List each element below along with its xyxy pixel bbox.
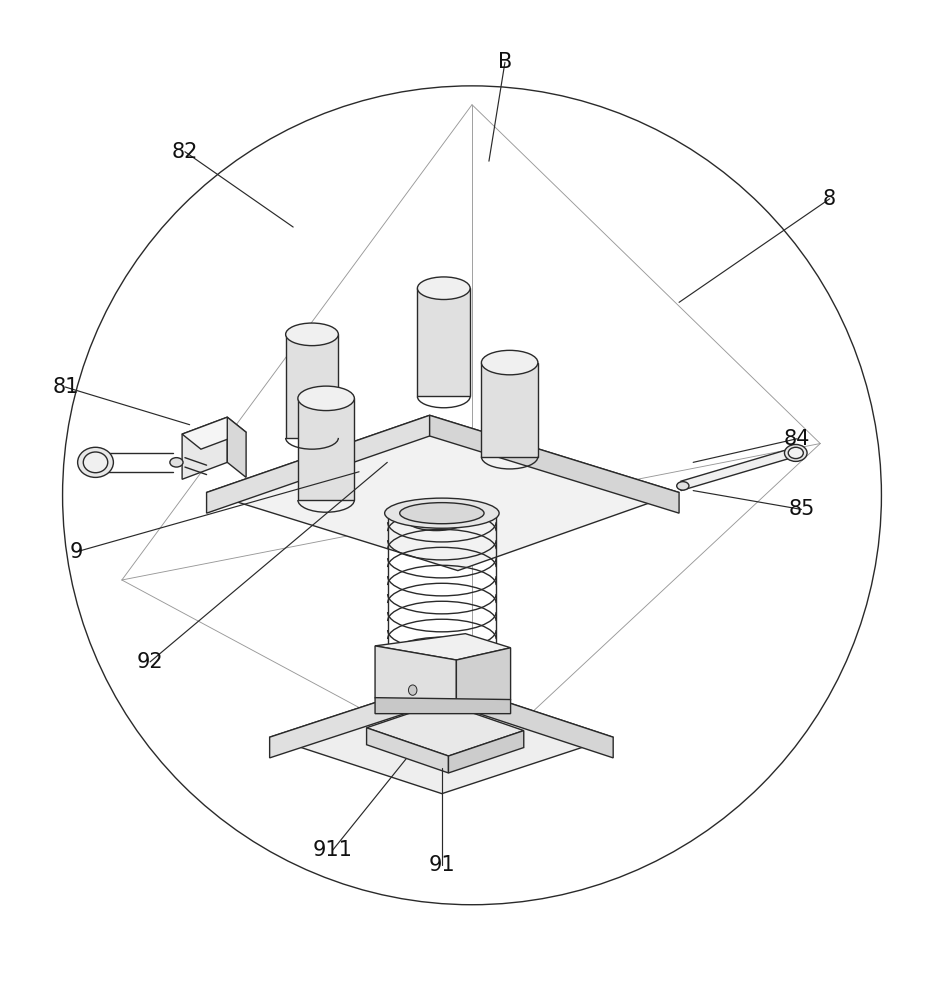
Ellipse shape xyxy=(677,482,689,490)
Ellipse shape xyxy=(784,444,807,461)
Ellipse shape xyxy=(170,458,183,467)
Ellipse shape xyxy=(788,447,803,459)
Text: 91: 91 xyxy=(429,855,455,875)
Polygon shape xyxy=(681,448,792,491)
Polygon shape xyxy=(481,363,538,457)
Text: 8: 8 xyxy=(823,189,836,209)
Polygon shape xyxy=(375,646,456,712)
Ellipse shape xyxy=(481,350,538,375)
Polygon shape xyxy=(182,417,228,479)
Ellipse shape xyxy=(409,685,417,695)
Polygon shape xyxy=(286,334,338,438)
Ellipse shape xyxy=(83,452,108,473)
Text: 84: 84 xyxy=(784,429,810,449)
Polygon shape xyxy=(456,648,511,712)
Ellipse shape xyxy=(399,503,484,524)
Polygon shape xyxy=(228,417,246,477)
Polygon shape xyxy=(442,681,614,758)
Ellipse shape xyxy=(406,507,467,531)
Polygon shape xyxy=(448,731,524,773)
Ellipse shape xyxy=(384,498,499,528)
Ellipse shape xyxy=(298,386,354,411)
Polygon shape xyxy=(207,415,430,513)
Text: 911: 911 xyxy=(312,840,353,860)
Polygon shape xyxy=(182,417,246,449)
Polygon shape xyxy=(207,415,679,571)
Polygon shape xyxy=(298,398,354,500)
Polygon shape xyxy=(375,634,511,660)
Polygon shape xyxy=(270,681,442,758)
Polygon shape xyxy=(430,415,679,513)
Polygon shape xyxy=(366,702,524,756)
Ellipse shape xyxy=(77,447,113,477)
Polygon shape xyxy=(366,728,448,773)
Polygon shape xyxy=(375,698,511,714)
Text: B: B xyxy=(497,52,512,72)
Ellipse shape xyxy=(414,510,458,527)
Polygon shape xyxy=(417,288,470,396)
Ellipse shape xyxy=(417,277,470,300)
Text: 9: 9 xyxy=(70,542,83,562)
Polygon shape xyxy=(270,681,614,794)
Ellipse shape xyxy=(286,323,338,346)
Text: 85: 85 xyxy=(788,499,815,519)
Text: 82: 82 xyxy=(172,142,198,162)
Text: 92: 92 xyxy=(137,652,163,672)
Text: 81: 81 xyxy=(52,377,78,397)
